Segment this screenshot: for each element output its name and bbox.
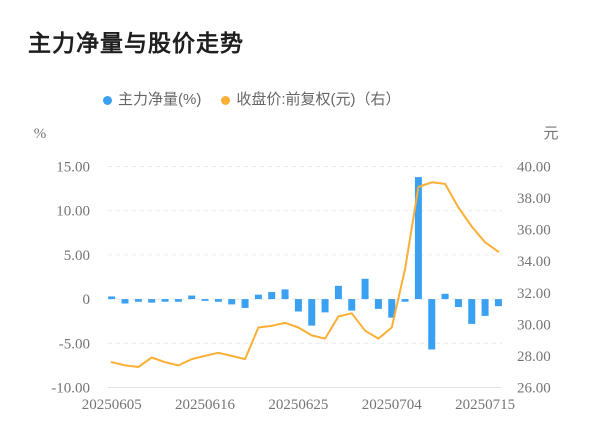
left-axis-unit-label: % [34, 126, 47, 142]
right-axis-tick-label: 28.00 [517, 349, 551, 365]
left-axis-tick-label: 15.00 [56, 160, 90, 176]
left-axis-tick-label: 10.00 [56, 204, 90, 220]
main-net-volume-bar [308, 299, 316, 326]
x-axis-date-label: 20250616 [175, 397, 236, 413]
main-net-volume-bar [494, 299, 502, 307]
legend-item-main-net-volume[interactable]: 主力净量(%) [103, 91, 201, 109]
main-net-volume-bar [321, 299, 329, 313]
main-net-volume-bar [121, 299, 129, 304]
left-axis-tick-label: 5.00 [64, 248, 90, 264]
right-axis-tick-label: 34.00 [517, 254, 551, 270]
right-axis-tick-label: 32.00 [517, 286, 551, 302]
main-net-volume-bar [334, 285, 342, 300]
right-axis-tick-label: 26.00 [517, 381, 551, 397]
main-net-volume-bar [268, 292, 276, 300]
legend-item-close-price[interactable]: 收盘价:前复权(元)（右） [221, 91, 401, 109]
main-net-volume-bar [401, 299, 409, 302]
x-axis-date-label: 20250625 [268, 397, 328, 413]
main-net-volume-bar [294, 299, 302, 312]
legend-dot-yellow-icon [221, 95, 231, 105]
main-net-volume-bar [454, 299, 462, 308]
right-axis-tick-label: 40.00 [517, 160, 551, 176]
main-net-volume-bar [374, 299, 382, 309]
x-axis-date-label: 20250704 [362, 397, 423, 413]
main-net-volume-bar [201, 299, 209, 301]
main-net-volume-bar [161, 299, 169, 302]
main-net-volume-bar [148, 299, 156, 303]
left-axis-tick-label: 0 [83, 292, 91, 308]
right-axis-tick-label: 38.00 [517, 191, 551, 207]
left-axis-tick-label: -5.00 [59, 336, 90, 352]
main-net-volume-bar [388, 299, 396, 318]
main-net-volume-bar [348, 299, 356, 311]
main-net-volume-bar [468, 299, 476, 324]
main-net-volume-bar [241, 299, 249, 308]
main-net-volume-bar [281, 289, 289, 300]
close-price-line [110, 181, 500, 368]
main-net-volume-bar [108, 296, 116, 300]
main-net-volume-bar [174, 299, 182, 302]
main-net-volume-bar [414, 177, 422, 300]
x-axis-date-label: 20250605 [82, 397, 142, 413]
main-net-volume-bar [134, 299, 142, 302]
legend-label-close-price: 收盘价:前复权(元)（右） [236, 91, 401, 108]
main-net-volume-bar [428, 299, 436, 350]
x-axis-date-label: 20250715 [455, 397, 515, 413]
right-axis-unit-label: 元 [543, 126, 558, 142]
legend-label-main-net-volume: 主力净量(%) [118, 91, 202, 108]
main-net-volume-bar [214, 299, 222, 302]
legend-dot-blue-icon [103, 95, 112, 105]
main-net-volume-bar [254, 294, 262, 300]
main-net-volume-bar [481, 299, 489, 316]
left-axis-tick-label: -10.00 [51, 381, 90, 397]
main-net-volume-bar [361, 278, 369, 300]
right-axis-tick-label: 36.00 [517, 223, 551, 239]
main-net-volume-bar [228, 299, 236, 305]
chart-title: 主力净量与股价走势 [28, 30, 244, 56]
chart-legend: 主力净量(%) 收盘价:前复权(元)（右） [103, 91, 401, 109]
main-net-volume-bar [188, 295, 196, 300]
right-axis-tick-label: 30.00 [517, 317, 551, 333]
main-net-volume-bar [441, 293, 449, 300]
